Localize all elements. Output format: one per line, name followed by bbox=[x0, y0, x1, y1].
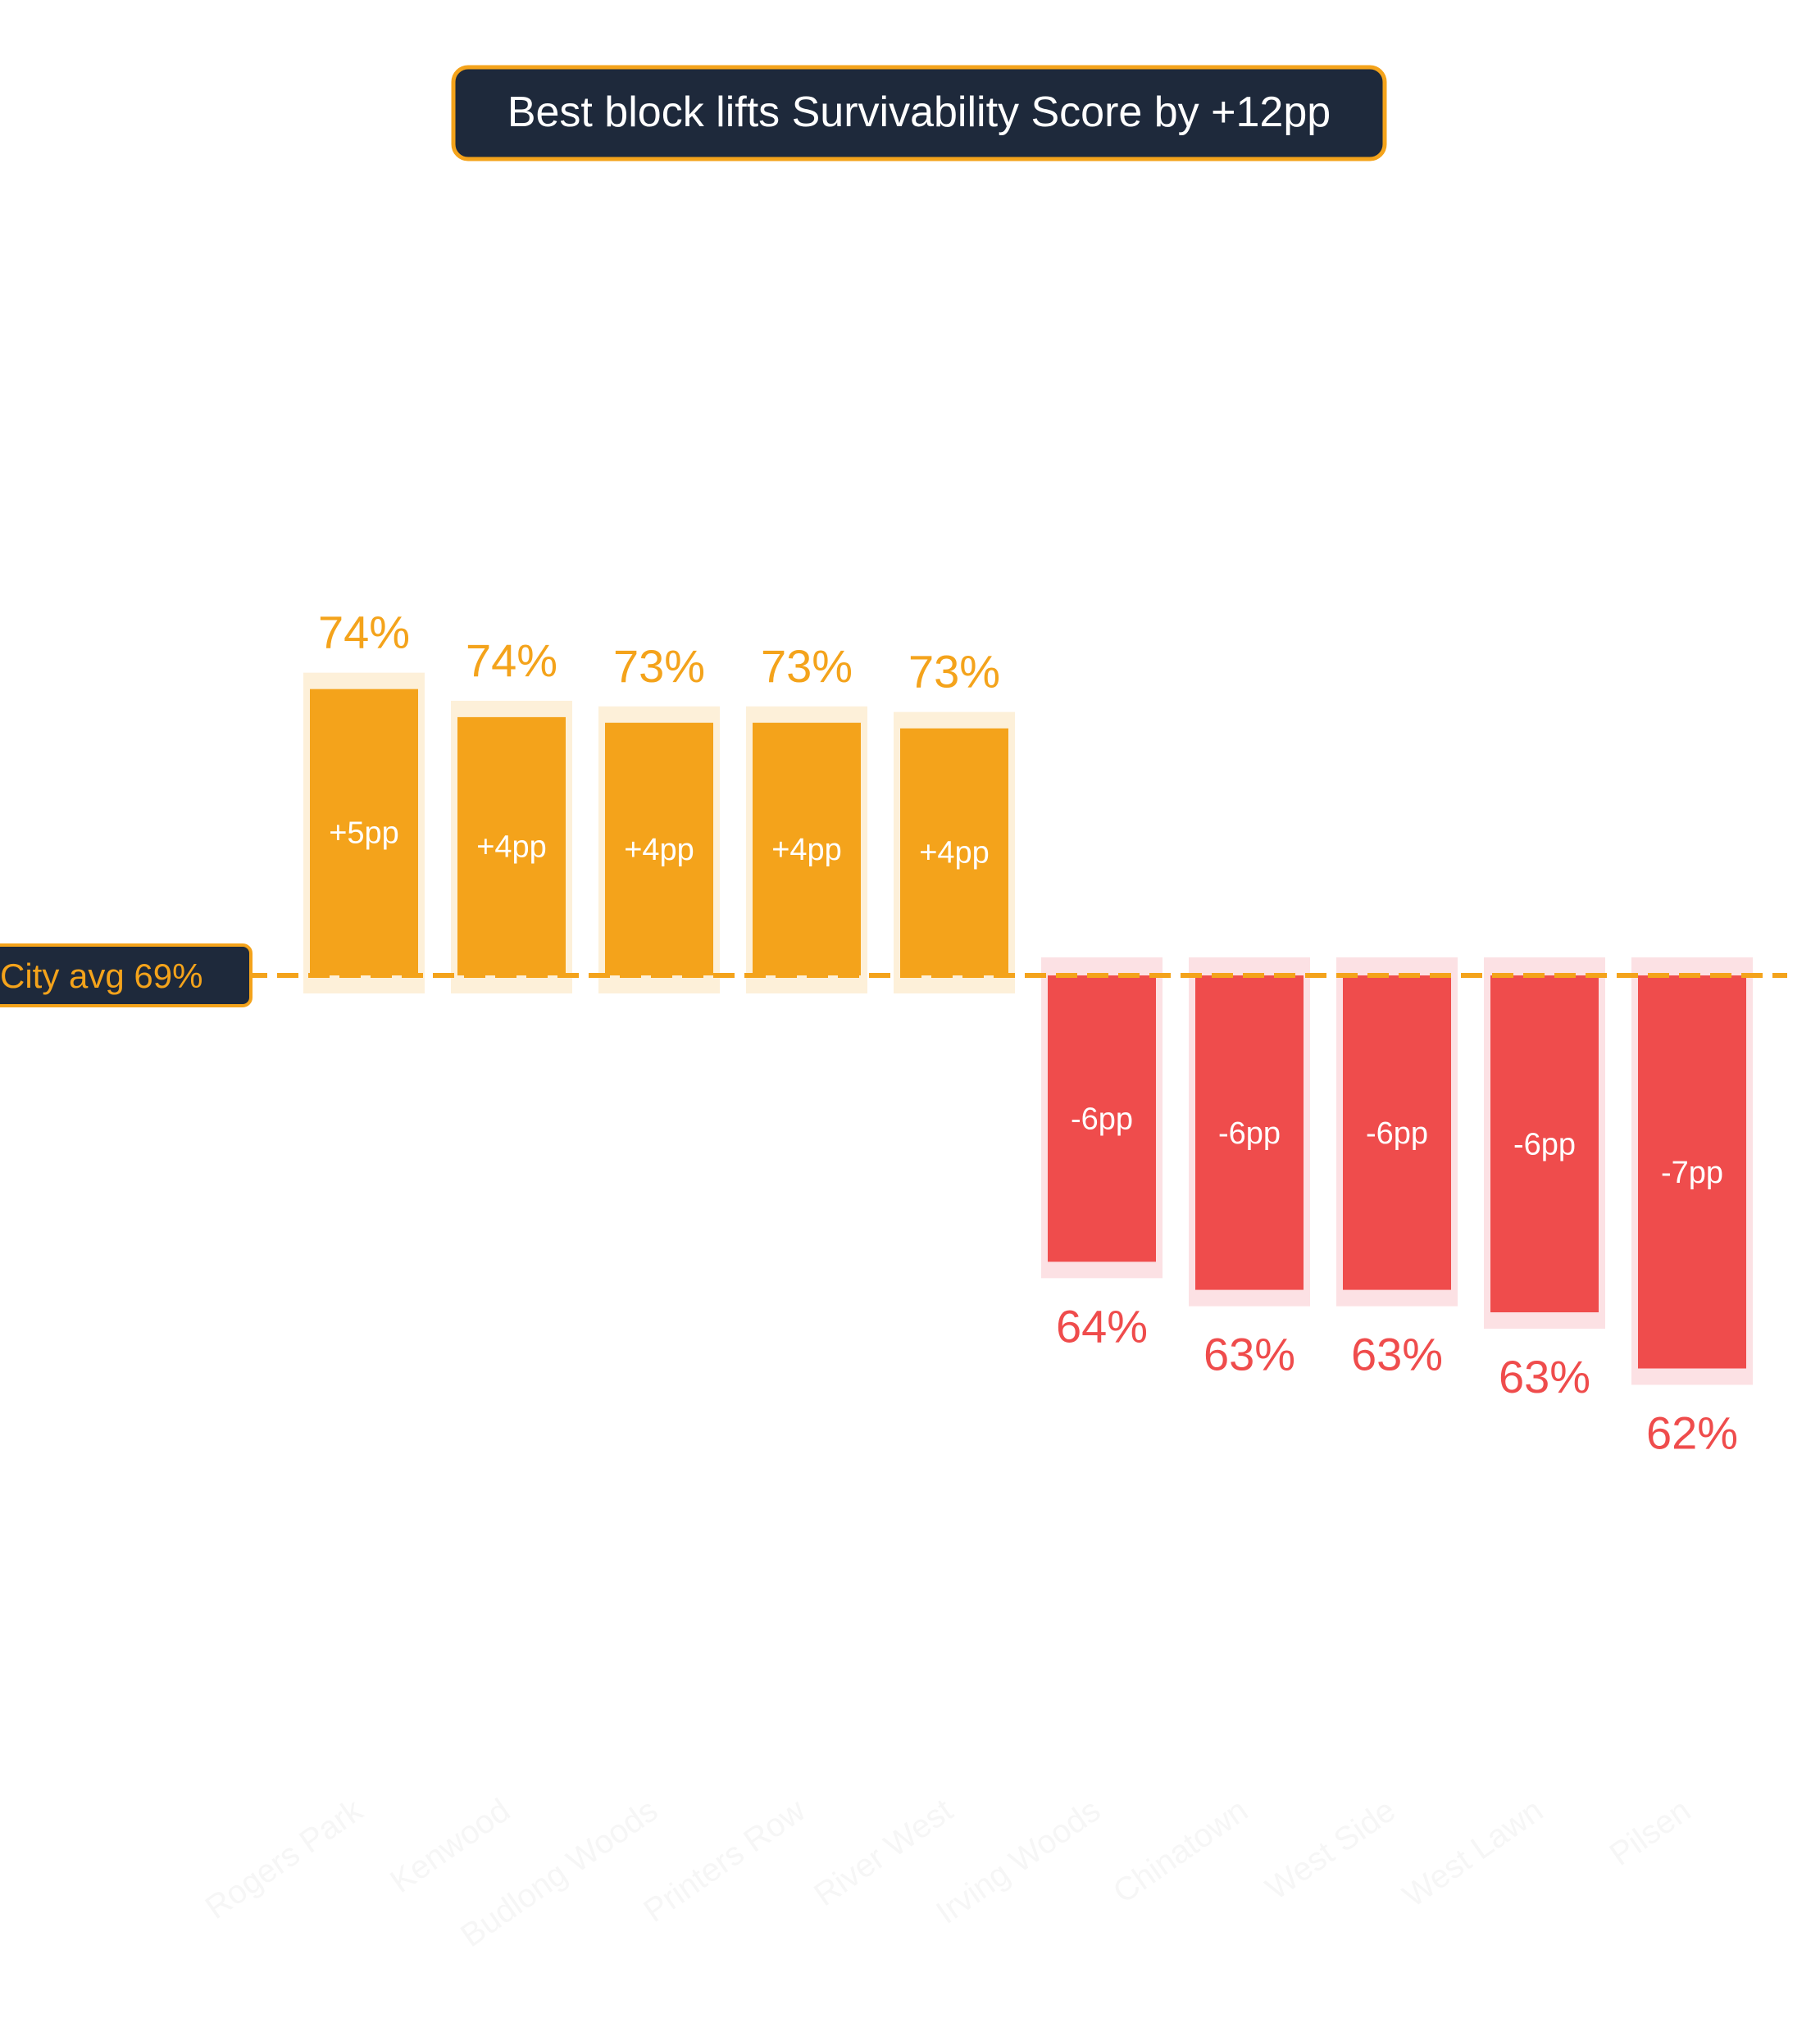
x-tick-label: Rogers Park bbox=[199, 1792, 370, 1926]
x-tick-label: Irving Woods bbox=[930, 1792, 1107, 1931]
bar bbox=[1048, 975, 1156, 1262]
bar-delta-label: +4pp bbox=[919, 835, 990, 870]
x-tick-label: Chinatown bbox=[1107, 1792, 1254, 1910]
bar-value-label: 73% bbox=[761, 640, 853, 692]
x-tick-label: River West bbox=[808, 1792, 959, 1913]
bar-delta-label: -6pp bbox=[1513, 1128, 1576, 1162]
bar bbox=[1195, 975, 1304, 1290]
bar bbox=[753, 722, 861, 975]
bar bbox=[1343, 975, 1451, 1290]
bar-value-label: 73% bbox=[908, 646, 1000, 698]
bar bbox=[605, 722, 713, 975]
bar-value-label: 73% bbox=[613, 640, 705, 692]
bar-delta-label: +5pp bbox=[329, 816, 399, 850]
bar bbox=[900, 728, 1008, 975]
x-tick-label: Printers Row bbox=[637, 1792, 812, 1929]
value-labels: 74% 74% 73% 73% 73% 64% 63% 63% 63% 62% bbox=[318, 607, 1738, 1459]
bar bbox=[1490, 975, 1599, 1312]
bar-value-label: 63% bbox=[1203, 1329, 1295, 1380]
bar-value-label: 74% bbox=[466, 634, 557, 686]
bar-value-label: 74% bbox=[318, 607, 410, 658]
city-average-badge: City avg 69% bbox=[0, 943, 253, 1007]
city-average-label: City avg 69% bbox=[0, 957, 202, 995]
bar-delta-label: -7pp bbox=[1661, 1156, 1723, 1190]
bar-value-label: 63% bbox=[1351, 1329, 1443, 1380]
bar-delta-label: -6pp bbox=[1366, 1116, 1428, 1151]
bar-value-label: 63% bbox=[1499, 1351, 1590, 1402]
bar bbox=[1638, 975, 1746, 1369]
bar bbox=[457, 716, 566, 975]
chart-title-badge: Best block lifts Survivability Score by … bbox=[451, 65, 1387, 161]
bars bbox=[310, 689, 1746, 1369]
bar-delta-label: +4pp bbox=[476, 830, 547, 864]
x-tick-label: Kenwood bbox=[384, 1792, 516, 1900]
bar-delta-label: +4pp bbox=[771, 833, 842, 867]
x-tick-label: West Side bbox=[1259, 1792, 1402, 1907]
x-tick-label: West Lawn bbox=[1396, 1792, 1549, 1914]
chart-title-background bbox=[451, 65, 1387, 161]
delta-labels: +5pp +4pp +4pp +4pp +4pp -6pp -6pp -6pp -6pp -7pp bbox=[329, 816, 1723, 1189]
x-tick-label: Pilsen bbox=[1604, 1792, 1697, 1873]
bar-delta-label: -6pp bbox=[1218, 1116, 1281, 1151]
bar-delta-label: -6pp bbox=[1071, 1102, 1133, 1137]
city-average-badge-background bbox=[0, 943, 253, 1007]
bar-value-label: 62% bbox=[1646, 1407, 1738, 1459]
bar-delta-label: +4pp bbox=[624, 833, 694, 867]
bar-value-label: 64% bbox=[1056, 1300, 1148, 1352]
chart-title: Best block lifts Survivability Score by … bbox=[507, 89, 1331, 136]
bar bbox=[310, 689, 418, 975]
